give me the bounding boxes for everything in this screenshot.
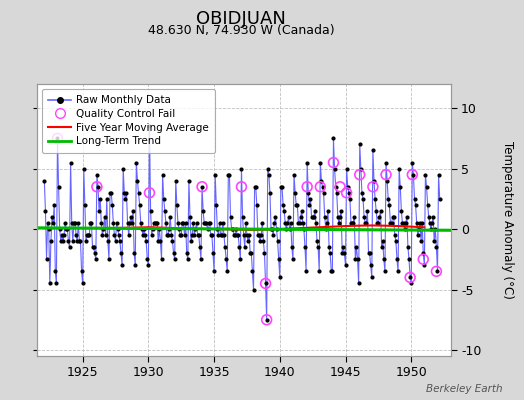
Point: [198, 184, 206, 190]
Point: [342, 190, 351, 196]
Point: [382, 172, 390, 178]
Point: [303, 184, 311, 190]
Point: [329, 159, 337, 166]
Point: [408, 172, 417, 178]
Point: [369, 184, 377, 190]
Y-axis label: Temperature Anomaly (°C): Temperature Anomaly (°C): [501, 141, 514, 299]
Legend: Raw Monthly Data, Quality Control Fail, Five Year Moving Average, Long-Term Tren: Raw Monthly Data, Quality Control Fail, …: [42, 89, 215, 153]
Point: [419, 256, 428, 262]
Point: [261, 280, 270, 287]
Point: [263, 316, 271, 323]
Point: [336, 184, 344, 190]
Text: Berkeley Earth: Berkeley Earth: [427, 384, 503, 394]
Text: OBIDJUAN: OBIDJUAN: [196, 10, 286, 28]
Point: [406, 274, 414, 281]
Point: [356, 172, 364, 178]
Point: [432, 268, 441, 274]
Point: [93, 184, 101, 190]
Text: 48.630 N, 74.930 W (Canada): 48.630 N, 74.930 W (Canada): [148, 24, 334, 37]
Point: [145, 190, 154, 196]
Point: [53, 135, 62, 142]
Point: [237, 184, 246, 190]
Point: [316, 184, 324, 190]
